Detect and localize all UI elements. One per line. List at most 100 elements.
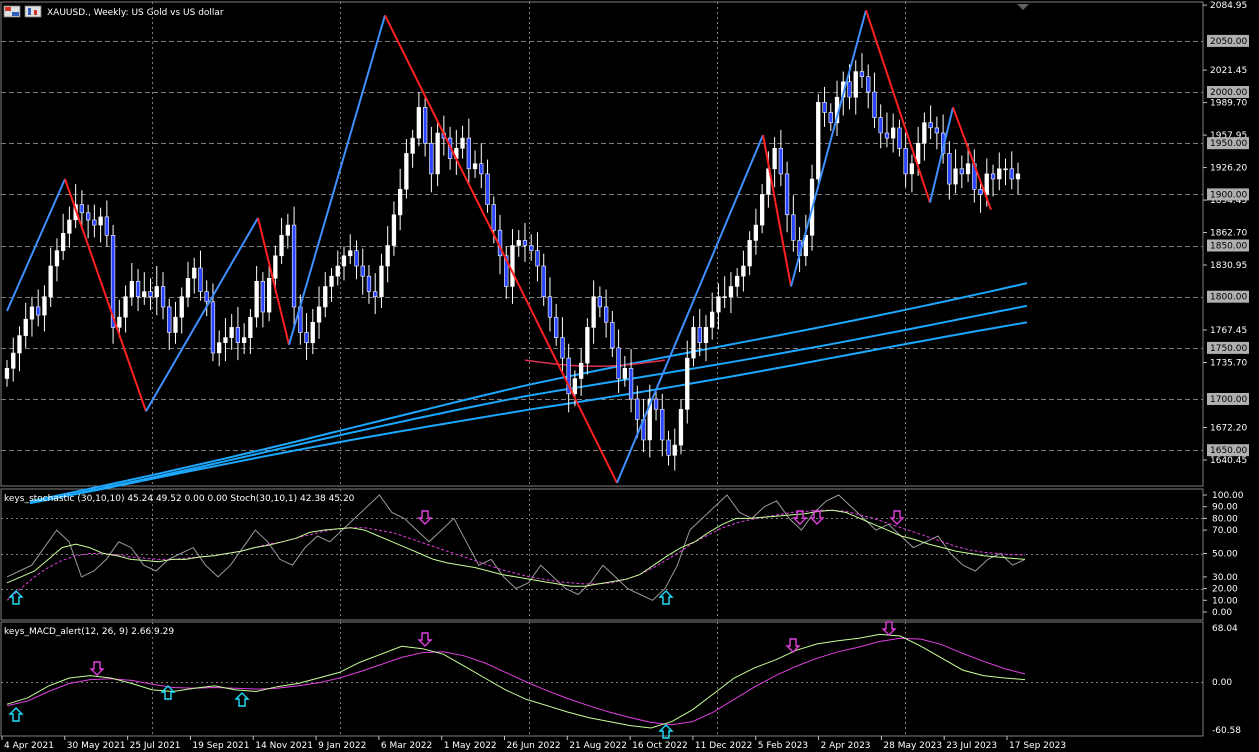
macd-buy-arrow xyxy=(658,724,674,739)
collapse-arrow-icon[interactable] xyxy=(1017,4,1029,10)
candle-body xyxy=(129,280,135,297)
candle-body xyxy=(54,250,60,267)
candle-body xyxy=(784,173,790,216)
indicator-icon-bar xyxy=(34,10,37,15)
candle-body xyxy=(610,321,615,349)
stochastic-panel xyxy=(6,494,1026,605)
price-level-box xyxy=(1207,86,1249,98)
candle-body xyxy=(204,291,209,303)
candle-body xyxy=(903,148,908,175)
candle-body xyxy=(653,398,659,410)
price-level-label: 1800.00 xyxy=(1210,293,1247,303)
macd-sell-arrow xyxy=(89,661,105,676)
candle-body xyxy=(872,91,877,118)
candle-body xyxy=(460,137,465,149)
price-tick-label: 1767.45 xyxy=(1210,326,1247,336)
candle-body xyxy=(959,168,965,175)
zigzag-down-segment xyxy=(257,217,290,346)
candle-body xyxy=(235,327,241,343)
price-level-label: 2000.00 xyxy=(1210,88,1247,98)
candle-body xyxy=(635,398,640,420)
candle-body xyxy=(722,296,727,299)
time-axis: 4 Apr 2021 30 May 2021 25 Jul 2021 19 Sep 2… xyxy=(1,736,1066,751)
price-level-box xyxy=(1207,341,1249,354)
macd-label: keys_MACD_alert(12, 26, 9) 2.66 9.29 xyxy=(4,627,174,637)
candle-body xyxy=(984,173,989,195)
candle-body xyxy=(148,291,153,298)
candle-body xyxy=(154,286,159,297)
grid-icon-cell xyxy=(12,12,19,16)
stochastic-sell-arrow xyxy=(792,510,808,525)
zigzag-down-segment xyxy=(64,178,147,412)
candle-body xyxy=(510,245,515,287)
candle-body xyxy=(341,255,347,267)
candle-body xyxy=(316,306,322,323)
candle-body xyxy=(472,163,478,170)
candle-body xyxy=(104,216,110,236)
indicator-icon[interactable] xyxy=(24,5,42,18)
candle-body xyxy=(435,132,440,175)
candle-body xyxy=(429,142,434,175)
stochastic-sell-arrow xyxy=(417,510,433,525)
candle-body xyxy=(404,153,409,190)
candle-body xyxy=(965,163,971,175)
candle-body xyxy=(198,267,203,292)
candle-body xyxy=(254,280,259,318)
candle-body xyxy=(772,148,777,170)
price-level-box xyxy=(1207,290,1249,303)
candle-body xyxy=(372,291,378,298)
candle-body xyxy=(547,296,553,318)
moving-average-line xyxy=(29,282,1028,503)
candle-body xyxy=(697,327,702,343)
candle-body xyxy=(185,277,191,297)
price-level-box xyxy=(1207,239,1249,252)
candle-body xyxy=(60,233,66,252)
candle-body xyxy=(360,265,365,277)
time-tick-label: 16 Oct 2022 xyxy=(632,741,688,751)
candle-body xyxy=(285,224,291,236)
candle-body xyxy=(616,347,621,379)
candle-body xyxy=(728,286,734,297)
candle-body xyxy=(778,148,784,175)
candle-body xyxy=(660,408,665,441)
candle-body xyxy=(485,173,490,205)
time-tick-label: 11 Dec 2022 xyxy=(695,741,753,751)
stochastic-main-line xyxy=(6,494,1026,601)
candle-body xyxy=(260,280,266,313)
macd-panel xyxy=(6,621,1026,739)
candle-body xyxy=(67,219,72,234)
candle-body xyxy=(397,189,403,216)
zigzag-up-segment xyxy=(288,15,386,346)
time-tick-label: 25 Jul 2021 xyxy=(130,741,181,751)
time-tick-label: 23 Jul 2023 xyxy=(946,741,997,751)
price-tick-label: 1894.45 xyxy=(1210,196,1247,206)
moving-average-segment xyxy=(524,359,666,368)
zigzag-up-segment xyxy=(145,217,259,412)
stochastic-tick-label: 10.00 xyxy=(1212,596,1238,606)
candle-body xyxy=(210,301,216,354)
moving-average-bands xyxy=(29,282,1028,505)
candle-body xyxy=(266,277,272,313)
candle-body xyxy=(4,367,10,379)
moving-average-line xyxy=(29,304,1028,504)
stochastic-buy-arrow xyxy=(8,590,24,605)
candle-body xyxy=(934,127,940,134)
candle-body xyxy=(110,235,116,328)
time-tick-label: 5 Feb 2023 xyxy=(758,741,808,751)
stochastic-tick-label: 20.00 xyxy=(1212,585,1238,595)
candle-body xyxy=(167,306,172,333)
candle-body xyxy=(535,250,540,267)
stochastic-tick-label: 50.00 xyxy=(1212,550,1238,560)
candle-body xyxy=(422,107,428,144)
price-level-box xyxy=(1207,188,1249,201)
candle-body xyxy=(366,275,372,292)
candle-body xyxy=(909,163,915,175)
price-axis: 2084.95 2021.45 1989.70 1957.95 1926.20 1894.… xyxy=(1203,1,1249,736)
candle-body xyxy=(23,318,28,336)
candle-body xyxy=(578,362,584,379)
price-level-label: 1900.00 xyxy=(1210,190,1247,200)
candle-body xyxy=(816,102,821,180)
grid-icon[interactable] xyxy=(3,5,21,18)
price-level-label: 1950.00 xyxy=(1210,139,1247,149)
